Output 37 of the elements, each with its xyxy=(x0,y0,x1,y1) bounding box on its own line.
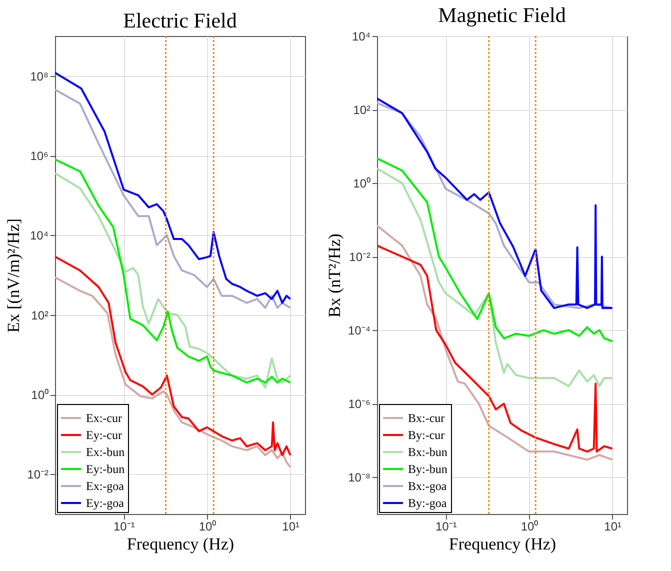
x-tick-label: 10⁰ xyxy=(520,520,538,534)
y-tick-label: 10⁶ xyxy=(30,149,49,163)
x-tick-label: 10¹ xyxy=(282,520,300,534)
y-tick-label: 10⁻⁸ xyxy=(348,470,370,485)
y-tick-label: 10² xyxy=(353,103,371,118)
legend-label: Bx:-goa xyxy=(408,479,448,493)
y-tick-label: 10⁰ xyxy=(353,176,370,191)
legend-label: Bx:-bun xyxy=(408,445,448,459)
chart-title: Electric Field xyxy=(123,8,238,32)
chart-title: Magnetic Field xyxy=(438,3,566,27)
legend-label: Ey:-goa xyxy=(86,496,125,510)
y-tick-label: 10⁻⁶ xyxy=(348,397,371,412)
legend-label: Ex:-goa xyxy=(86,479,125,493)
y-tick-label: 10⁻² xyxy=(349,250,371,264)
y-tick-label: 10⁰ xyxy=(31,388,48,402)
legend-label: By:-bun xyxy=(408,462,448,476)
y-tick-label: 10⁻⁴ xyxy=(348,324,370,338)
legend-label: Ey:-bun xyxy=(86,462,125,476)
x-tick-label: 10⁰ xyxy=(198,520,216,534)
x-axis-title: Frequency (Hz) xyxy=(448,534,556,554)
x-tick-label: 10⁻¹ xyxy=(113,520,135,534)
legend-label: By:-cur xyxy=(408,428,445,442)
x-tick-label: 10⁻¹ xyxy=(435,520,457,534)
legend-label: Ex:-bun xyxy=(86,445,125,459)
y-axis-title: Ex [(nV/m)²/Hz] xyxy=(4,218,24,333)
legend-label: Ey:-cur xyxy=(86,428,122,442)
legend-label: Bx:-cur xyxy=(408,411,445,425)
y-tick-label: 10⁴ xyxy=(30,228,48,243)
x-tick-label: 10¹ xyxy=(604,520,622,534)
y-tick-label: 10⁸ xyxy=(30,69,48,84)
x-axis-title: Frequency (Hz) xyxy=(126,534,234,554)
legend-label: Ex:-cur xyxy=(86,411,122,425)
y-axis-title: Bx (nT²/Hz) xyxy=(324,234,344,318)
legend-label: By:-goa xyxy=(408,496,448,510)
y-tick-label: 10⁻² xyxy=(27,468,49,482)
y-tick-label: 10⁴ xyxy=(352,30,370,44)
y-tick-label: 10² xyxy=(31,308,49,322)
